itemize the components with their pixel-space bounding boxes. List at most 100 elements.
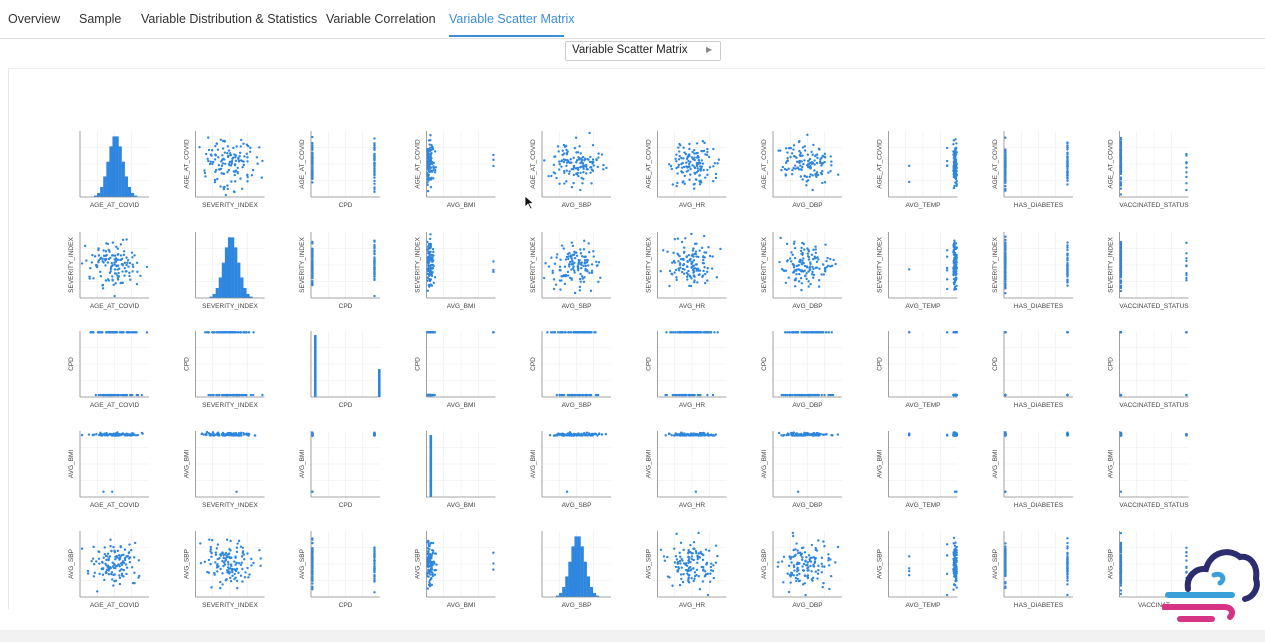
scatter-point bbox=[587, 158, 590, 161]
scatter-point bbox=[699, 179, 702, 182]
scatter-point bbox=[1066, 144, 1069, 147]
scatter-point bbox=[814, 248, 817, 251]
scatter-point bbox=[706, 150, 709, 154]
scatter-point bbox=[114, 282, 117, 285]
scatter-point bbox=[128, 271, 131, 274]
scatter-point bbox=[675, 276, 678, 279]
x-axis-label: AGE_AT_COVID bbox=[90, 602, 140, 609]
scatter-point bbox=[712, 147, 715, 151]
scatter-point bbox=[786, 157, 789, 160]
scatter-point bbox=[543, 159, 546, 162]
scatter-point bbox=[140, 393, 143, 397]
scatter-point bbox=[565, 164, 568, 168]
scatter-point bbox=[1119, 289, 1123, 293]
scatter-point bbox=[209, 160, 212, 163]
scatter-point bbox=[806, 165, 810, 169]
scatter-point bbox=[676, 181, 679, 185]
scatter-point bbox=[945, 146, 949, 150]
tab-variable-correlation[interactable]: Variable Correlation bbox=[326, 12, 436, 26]
scatter-point bbox=[311, 541, 314, 545]
scatter-point bbox=[239, 159, 243, 162]
scatter-point bbox=[692, 264, 696, 267]
scatter-point bbox=[812, 273, 816, 277]
scatter-point bbox=[258, 549, 261, 552]
scatter-point bbox=[592, 164, 595, 167]
tab-variable-distribution-statistics[interactable]: Variable Distribution & Statistics bbox=[141, 12, 318, 26]
histogram-bar bbox=[115, 136, 119, 197]
scatter-point bbox=[675, 393, 679, 397]
histogram-bar bbox=[106, 161, 110, 197]
scatter-point bbox=[248, 573, 251, 576]
scatter-point bbox=[137, 576, 140, 579]
scatter-point bbox=[794, 279, 797, 282]
scatter-point bbox=[568, 431, 572, 434]
scatter-point bbox=[578, 277, 582, 281]
scatter-point bbox=[553, 331, 557, 334]
scatter-point bbox=[811, 434, 815, 437]
scatter-point bbox=[560, 244, 564, 247]
scatter-point bbox=[565, 490, 569, 493]
histogram-bar bbox=[224, 247, 229, 298]
scatter-point bbox=[794, 167, 797, 171]
scatter-point bbox=[106, 552, 110, 555]
scatter-point bbox=[199, 542, 202, 545]
scatter-point bbox=[97, 331, 101, 334]
scatter-point bbox=[121, 270, 124, 273]
scatter-point bbox=[706, 267, 709, 270]
scatter-point bbox=[688, 178, 691, 181]
scatter-point bbox=[231, 574, 234, 577]
scatter-point bbox=[810, 253, 814, 256]
scatter-point bbox=[680, 270, 684, 274]
tab-overview[interactable]: Overview bbox=[8, 12, 61, 26]
scatter-point bbox=[101, 560, 104, 564]
scatter-point bbox=[677, 163, 681, 167]
scatter-point bbox=[1119, 163, 1123, 167]
scatter-point bbox=[311, 280, 314, 283]
scatter-point bbox=[115, 331, 118, 334]
scatter-point bbox=[1004, 153, 1007, 157]
scatter-point bbox=[1066, 268, 1069, 272]
scatter-point bbox=[695, 142, 699, 145]
view-selector-dropdown[interactable]: Variable Scatter Matrix ▶ bbox=[565, 41, 721, 61]
scatter-point bbox=[664, 434, 667, 437]
scatter-point bbox=[238, 151, 242, 155]
scatter-point bbox=[804, 393, 808, 397]
x-axis-label: AGE_AT_COVID bbox=[90, 502, 140, 509]
tab-sample[interactable]: Sample bbox=[79, 12, 122, 26]
scatter-point bbox=[213, 571, 216, 575]
scatter-point bbox=[697, 156, 700, 159]
scatter-point bbox=[592, 250, 595, 253]
scatter-point bbox=[702, 168, 705, 172]
scatter-point bbox=[694, 250, 698, 253]
scatter-point bbox=[676, 172, 679, 175]
scatter-point bbox=[1119, 148, 1123, 151]
scatter-point bbox=[565, 161, 569, 164]
scatter-point bbox=[242, 142, 245, 145]
scatter-point bbox=[693, 279, 696, 282]
scatter-point bbox=[551, 269, 554, 272]
scatter-point bbox=[1185, 273, 1188, 277]
scatter-point bbox=[697, 273, 700, 277]
scatter-point bbox=[252, 561, 255, 565]
x-axis-label: VACCINATED_STATUS bbox=[1119, 303, 1189, 310]
scatter-point bbox=[246, 552, 249, 555]
scatter-point bbox=[953, 239, 956, 242]
scatter-point bbox=[373, 563, 376, 567]
scatter-point bbox=[579, 248, 582, 251]
scatter-point bbox=[207, 136, 210, 139]
tab-variable-scatter-matrix[interactable]: Variable Scatter Matrix bbox=[449, 12, 575, 26]
scatter-point bbox=[121, 281, 124, 285]
scatter-point bbox=[908, 331, 911, 334]
scatter-point bbox=[431, 258, 434, 261]
scatter-point bbox=[219, 586, 222, 590]
scatter-point bbox=[1119, 262, 1123, 265]
scatter-point bbox=[1066, 146, 1069, 150]
scatter-point bbox=[583, 239, 586, 243]
scatter-point bbox=[802, 331, 805, 334]
x-axis-label: AVG_TEMP bbox=[906, 402, 941, 409]
scatter-point bbox=[830, 264, 834, 268]
scatter-point bbox=[808, 265, 812, 269]
scatter-point bbox=[107, 569, 110, 572]
